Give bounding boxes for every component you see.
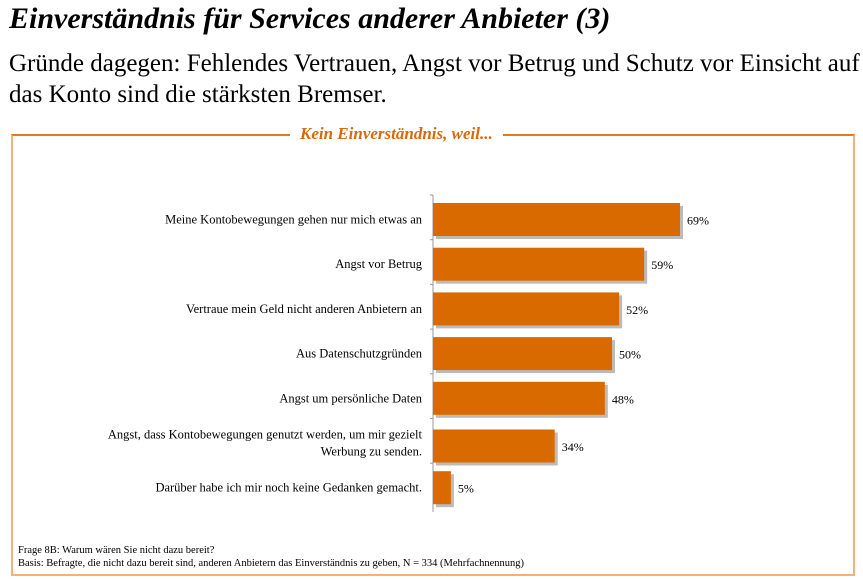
bar — [433, 429, 555, 463]
page-title: Einverständnis für Services anderer Anbi… — [9, 2, 611, 35]
data-label: 48% — [612, 392, 634, 406]
category-label: Vertraue mein Geld nicht anderen Anbiete… — [186, 302, 423, 316]
bar — [433, 203, 680, 236]
category-label: Aus Datenschutzgründen — [296, 347, 423, 361]
footnote-basis: Basis: Befragte, die nicht dazu bereit s… — [18, 558, 524, 569]
data-label: 69% — [687, 214, 709, 228]
bar — [433, 247, 645, 281]
bar — [433, 292, 620, 326]
data-label: 59% — [651, 258, 673, 272]
category-label: Meine Kontobewegungen gehen nur mich etw… — [165, 213, 423, 227]
bar — [433, 381, 605, 415]
chart-title: Kein Einverständnis, weil... — [290, 124, 503, 144]
category-label: Werbung zu senden. — [321, 445, 422, 459]
category-label: Angst vor Betrug — [335, 257, 423, 271]
data-label: 34% — [562, 440, 584, 454]
data-label: 5% — [458, 482, 474, 496]
category-label: Angst um persönliche Daten — [279, 391, 422, 405]
bar — [433, 337, 612, 371]
data-label: 52% — [626, 303, 648, 317]
category-label: Angst, dass Kontobewegungen genutzt werd… — [108, 428, 423, 442]
data-label: 50% — [619, 348, 641, 362]
category-label: Darüber habe ich mir noch keine Gedanken… — [155, 481, 422, 495]
page-subtitle: Gründe dagegen: Fehlendes Vertrauen, Ang… — [9, 50, 860, 108]
footnote-question: Frage 8B: Warum wären Sie nicht dazu ber… — [18, 545, 215, 556]
bar — [433, 471, 451, 505]
